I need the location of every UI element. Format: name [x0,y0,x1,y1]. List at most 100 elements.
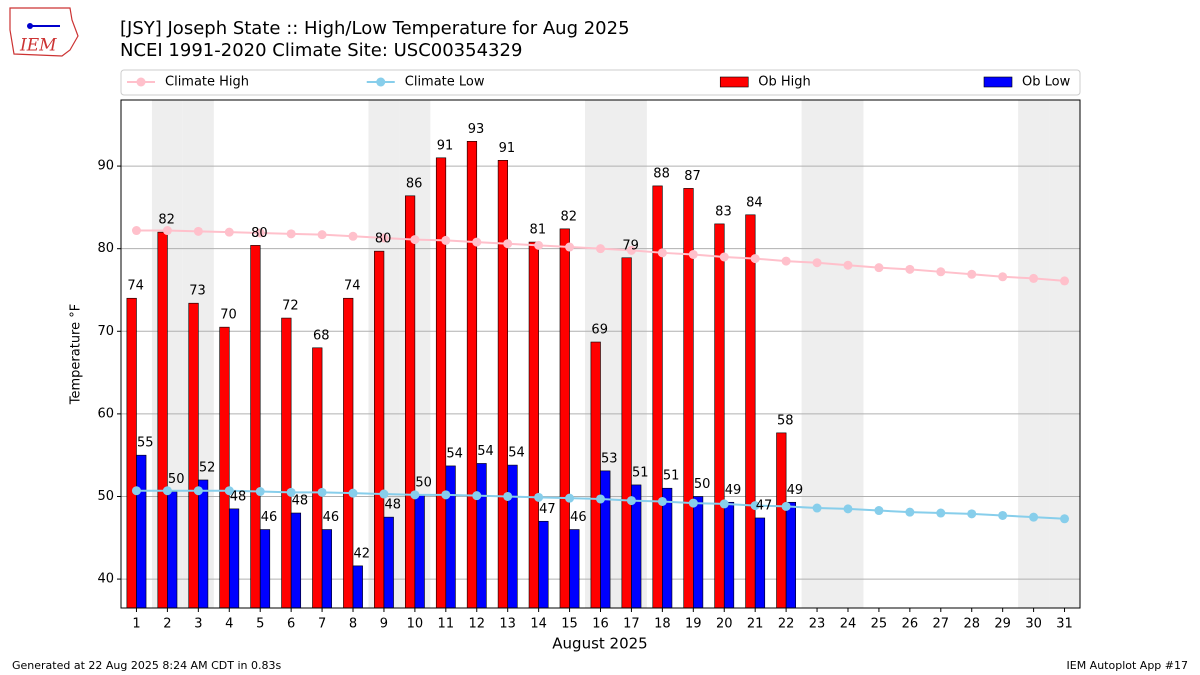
data-label: 50 [415,475,432,490]
data-label: 47 [539,502,556,517]
y-tick-label: 40 [97,572,114,587]
bar [290,512,302,609]
bar [374,250,385,609]
point [688,498,698,508]
x-tick-label: 9 [380,617,388,632]
data-label: 46 [323,510,340,525]
chart-title: [JSY] Joseph State :: High/Low Temperatu… [120,18,630,39]
legend: Climate High Climate Low Ob High Ob Low [120,69,1081,96]
data-label: 82 [158,213,175,228]
data-label: 70 [220,308,237,323]
legend-marker [376,77,386,87]
point [162,486,172,496]
bar [312,347,323,609]
x-tick-label: 29 [994,617,1011,632]
data-label: 48 [230,489,247,504]
x-tick-label: 30 [1025,617,1042,632]
bar [590,341,601,609]
point [998,510,1008,520]
bar [219,326,230,609]
point [410,235,420,245]
bar [476,463,487,609]
data-label: 49 [787,483,804,498]
point [967,509,977,519]
bar [167,491,178,609]
x-tick-label: 24 [840,617,857,632]
point [719,499,729,509]
y-tick-label: 80 [97,241,114,256]
point [286,229,296,239]
legend-swatch [719,76,749,88]
legend-label: Ob Low [1022,75,1071,90]
point [255,228,265,238]
weekend-shade [1049,100,1080,608]
point [843,260,853,270]
x-tick-label: 6 [287,617,295,632]
x-tick-label: 15 [561,617,578,632]
legend-swatch [983,76,1013,88]
point [503,239,513,249]
point [379,233,389,243]
point [131,486,141,496]
logo-text: IEM [19,36,57,56]
data-label: 46 [570,510,587,525]
point [905,507,915,517]
point [348,231,358,241]
weekend-shade [801,100,833,608]
data-label: 55 [137,436,154,451]
data-label: 54 [477,444,494,459]
x-tick-label: 25 [871,617,888,632]
y-tick-label: 50 [97,489,114,504]
data-label: 54 [508,446,525,461]
data-label: 74 [344,279,361,294]
point [596,494,605,504]
bar [414,494,425,609]
data-label: 83 [715,204,732,219]
data-label: 48 [384,498,401,513]
bar [445,465,456,609]
point [1060,276,1070,286]
legend-label: Climate High [165,75,249,90]
bar [404,195,416,609]
point [379,489,389,499]
point [750,254,760,264]
bar [497,159,508,609]
point [596,244,605,254]
point [781,256,791,266]
point [472,491,482,501]
point [626,496,636,506]
point [193,226,203,236]
point [781,501,791,511]
point [626,245,636,255]
x-tick-label: 18 [654,617,671,632]
data-label: 79 [622,238,639,253]
bar [569,529,580,609]
x-tick-label: 2 [163,617,171,632]
data-label: 81 [530,223,547,238]
data-label: 73 [189,284,206,299]
bar [383,516,394,609]
point [843,504,853,514]
data-label: 50 [168,472,185,487]
bar [714,223,725,609]
point [503,491,513,501]
point [936,508,946,518]
x-tick-label: 31 [1056,617,1073,632]
bar [126,297,137,609]
point [657,496,667,506]
x-tick-label: 22 [778,617,795,632]
bar [198,479,209,609]
x-tick-label: 17 [623,617,640,632]
x-tick-label: 3 [194,617,202,632]
point [812,503,822,513]
data-label: 93 [468,122,485,137]
point [286,487,296,497]
point [998,272,1008,282]
x-tick-label: 26 [902,617,919,632]
point [441,235,451,245]
y-tick-label: 90 [97,159,114,174]
point [688,249,698,259]
x-tick-label: 28 [963,617,980,632]
data-label: 51 [632,465,649,480]
bar [228,508,240,609]
